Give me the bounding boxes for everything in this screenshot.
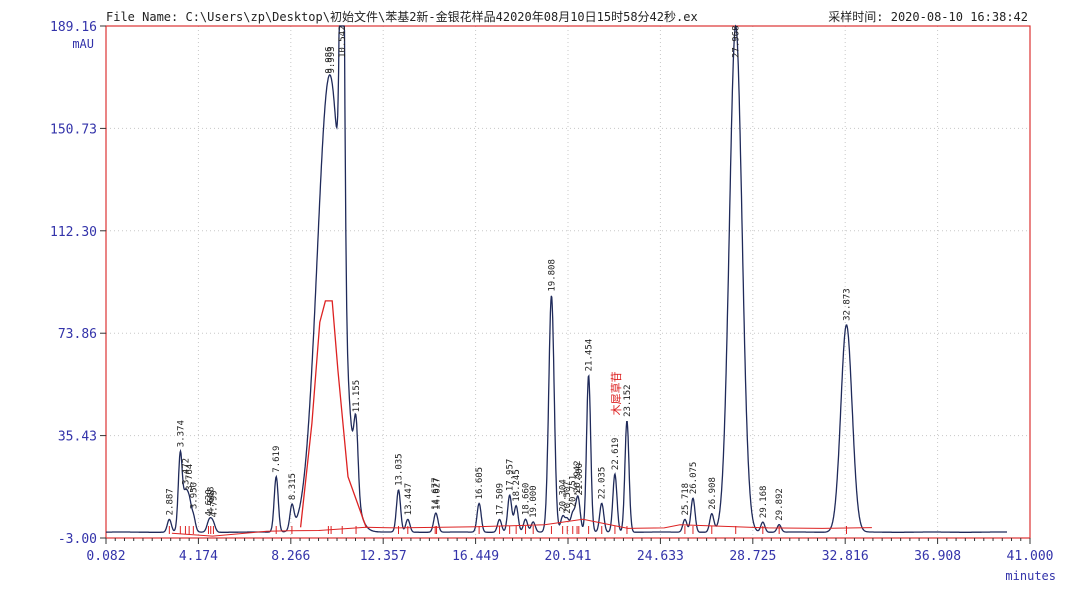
peak-label: 3.472 bbox=[181, 458, 191, 485]
y-tick-label: 112.30 bbox=[50, 225, 97, 240]
peak-label: 3.374 bbox=[176, 420, 186, 447]
peak-label: 26.075 bbox=[689, 462, 699, 495]
peak-label: 21.454 bbox=[585, 339, 595, 372]
peak-label: 23.152 bbox=[623, 384, 633, 417]
peak-label: 17.509 bbox=[496, 483, 506, 516]
peak-label: 20.942 bbox=[573, 460, 583, 493]
y-tick-label: 73.86 bbox=[58, 327, 97, 342]
y-tick-label: 150.73 bbox=[50, 122, 97, 137]
y-axis-label: mAU bbox=[72, 37, 94, 51]
peak-label: 21.000 bbox=[575, 463, 585, 496]
peak-label: 14.627 bbox=[433, 477, 443, 510]
peak-label: 32.873 bbox=[842, 288, 852, 321]
peak-label: 22.035 bbox=[598, 467, 608, 500]
peak-label: 29.168 bbox=[759, 486, 769, 519]
peak-label: 17.957 bbox=[506, 459, 516, 492]
x-tick-label: 36.908 bbox=[914, 549, 961, 564]
y-tick-label: 189.16 bbox=[50, 20, 97, 35]
peak-label: 3.950 bbox=[189, 482, 199, 509]
y-tick-label: -3.00 bbox=[58, 532, 97, 547]
peak-label: 4.620 bbox=[204, 489, 214, 516]
peak-label: 11.155 bbox=[352, 380, 362, 413]
peak-label: 18.245 bbox=[512, 469, 522, 502]
peak-label: 10.542 bbox=[338, 25, 348, 58]
peak-label: 20.507 bbox=[563, 481, 573, 514]
peak-label: 4.799 bbox=[209, 490, 219, 517]
integration-baseline bbox=[171, 518, 872, 537]
peak-integration-outline bbox=[299, 300, 367, 528]
peak-label: 9.993 bbox=[327, 46, 337, 73]
sample-time-header: 采样时间: 2020-08-10 16:38:42 bbox=[828, 10, 1028, 24]
file-name-header: File Name: C:\Users\zp\Desktop\初始文件\苯基2新… bbox=[106, 10, 698, 24]
peak-label: 9.986 bbox=[324, 46, 334, 73]
peak-label: 19.000 bbox=[529, 485, 539, 518]
x-axis-label: minutes bbox=[1005, 569, 1056, 583]
x-tick-label: 8.266 bbox=[271, 549, 310, 564]
peak-label: 3.764 bbox=[185, 464, 195, 491]
peak-label: 22.619 bbox=[611, 438, 621, 471]
peak-label: 18.660 bbox=[522, 483, 532, 516]
x-tick-label: 20.541 bbox=[545, 549, 592, 564]
x-tick-label: 28.725 bbox=[729, 549, 776, 564]
peak-label: 13.447 bbox=[404, 483, 414, 516]
peak-label: 4.668 bbox=[207, 487, 217, 514]
peak-label: 27.968 bbox=[732, 25, 742, 58]
peak-label: 20.751 bbox=[569, 475, 579, 508]
peak-label: 2.887 bbox=[165, 488, 175, 515]
x-tick-label: 41.000 bbox=[1007, 549, 1054, 564]
peak-label: 20.304 bbox=[559, 479, 569, 512]
x-tick-label: 12.357 bbox=[360, 549, 407, 564]
x-tick-label: 4.174 bbox=[179, 549, 218, 564]
peak-label: 14.677 bbox=[431, 477, 441, 510]
y-tick-label: 35.43 bbox=[58, 430, 97, 445]
peak-label: 29.892 bbox=[775, 488, 785, 521]
x-tick-label: 24.633 bbox=[637, 549, 684, 564]
peak-label: 8.315 bbox=[288, 473, 298, 500]
peak-label: 26.908 bbox=[708, 477, 718, 510]
peak-label: 7.619 bbox=[272, 446, 282, 473]
peak-label: 16.605 bbox=[475, 467, 485, 500]
x-tick-label: 16.449 bbox=[452, 549, 499, 564]
peak-label: 25.718 bbox=[681, 483, 691, 516]
x-tick-label: 32.816 bbox=[822, 549, 869, 564]
peak-label: 19.808 bbox=[547, 259, 557, 292]
compound-annotation: 木犀草苷 bbox=[609, 371, 623, 415]
x-tick-label: 0.082 bbox=[86, 549, 125, 564]
peak-label: 13.035 bbox=[395, 453, 405, 486]
